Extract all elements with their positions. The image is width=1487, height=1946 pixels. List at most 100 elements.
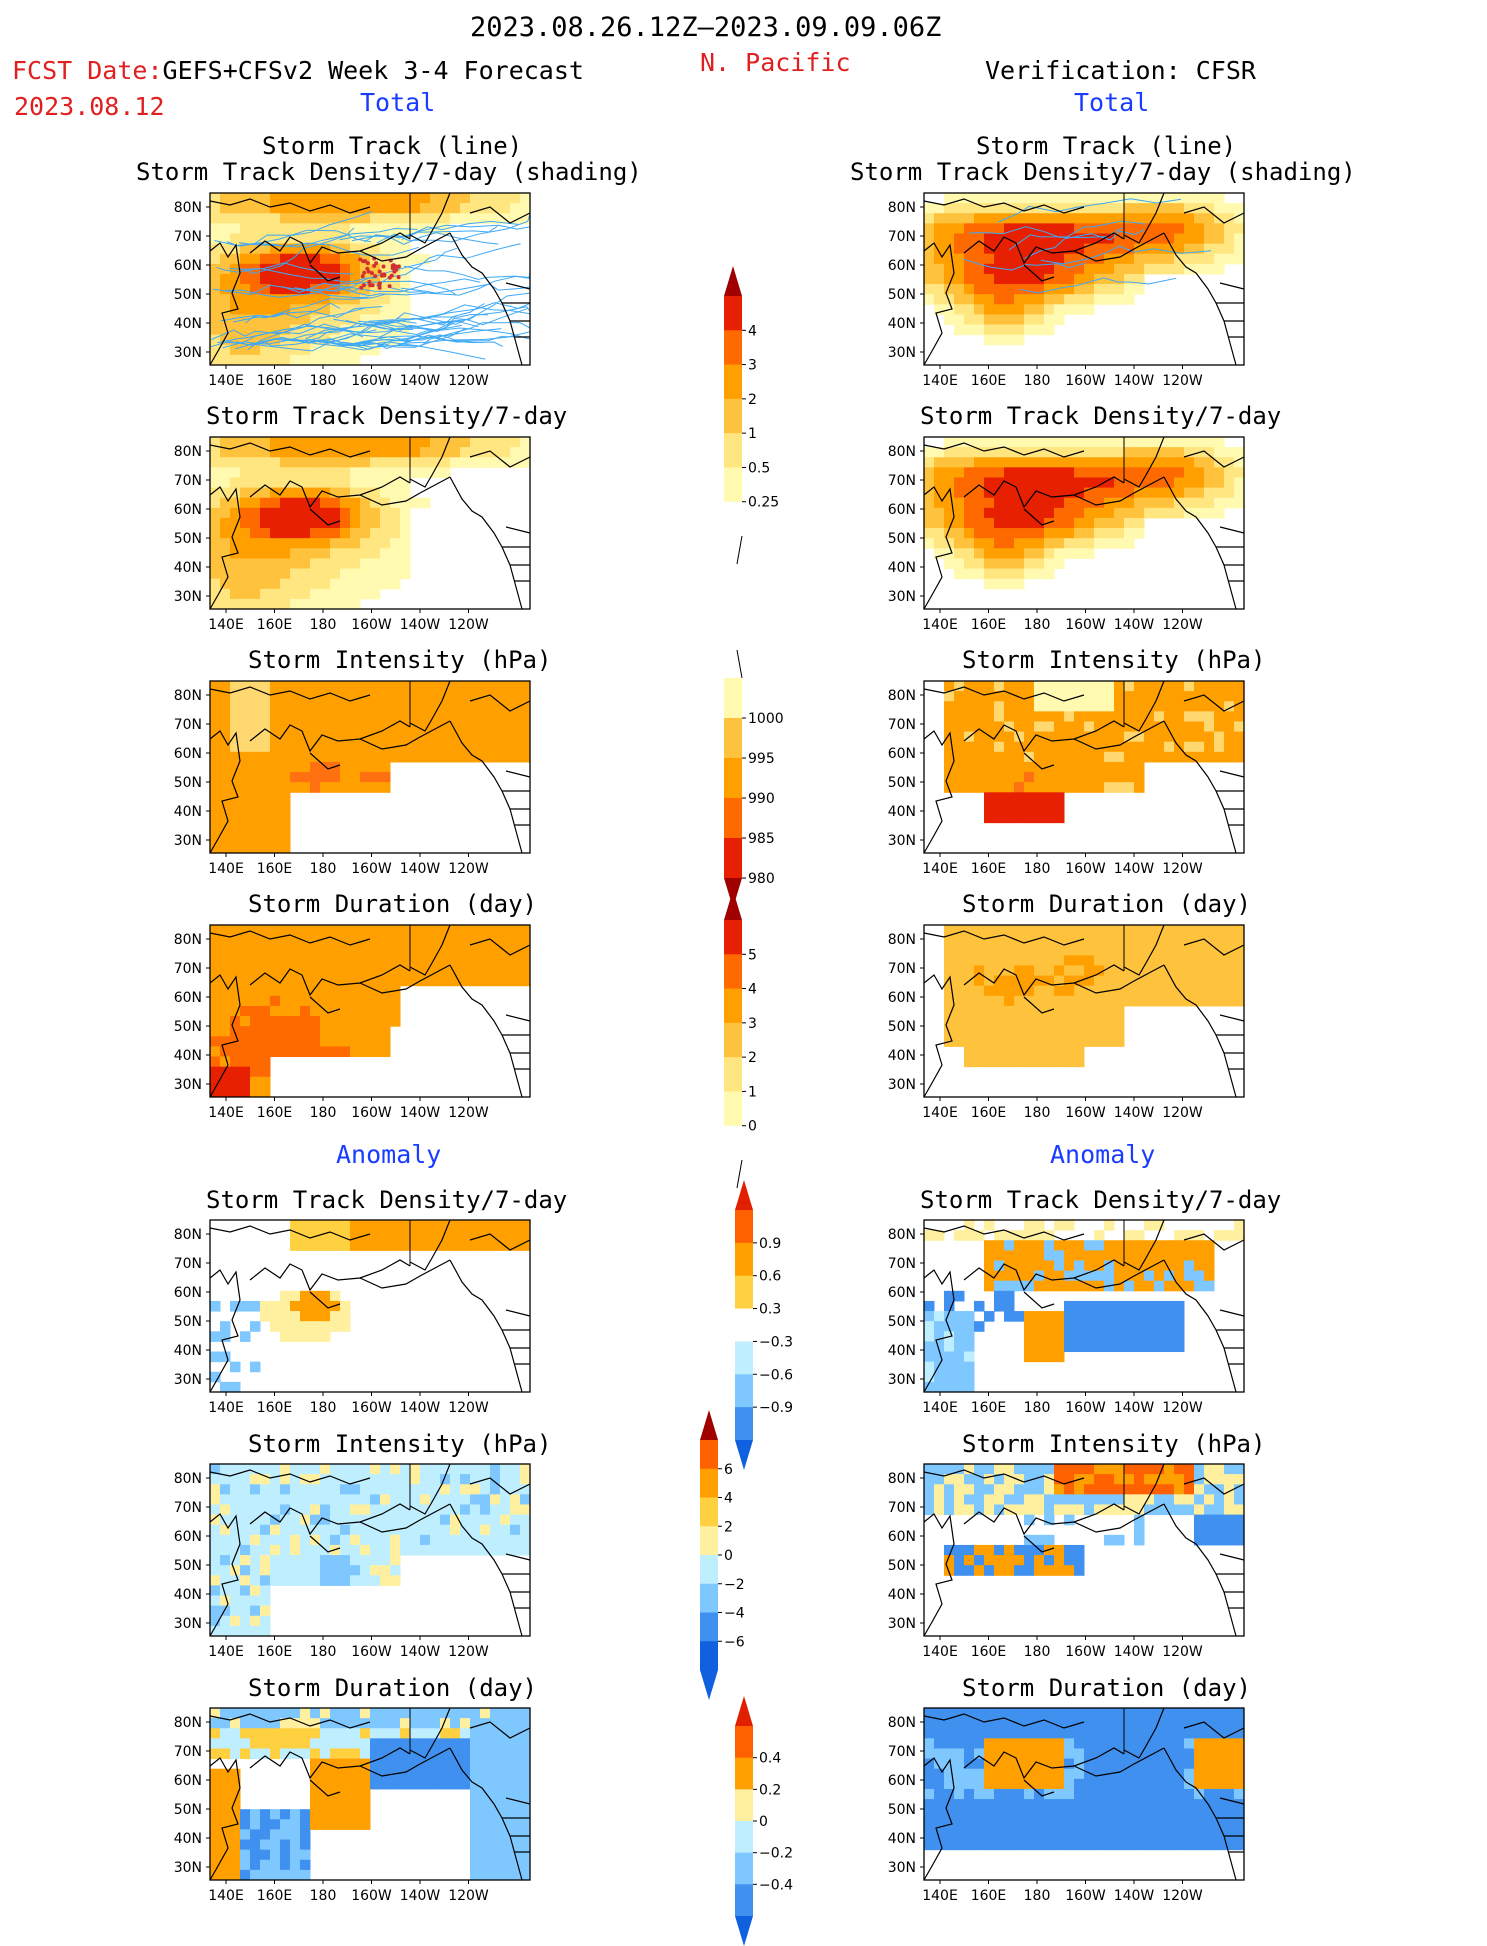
grid-cell	[1114, 467, 1125, 478]
grid-cell	[360, 1799, 371, 1810]
grid-cell	[1004, 274, 1015, 285]
grid-cell	[330, 925, 341, 936]
grid-cell	[1034, 1565, 1045, 1576]
grid-cell	[380, 1240, 391, 1251]
grid-cell	[1054, 477, 1065, 488]
grid-cell	[470, 1545, 481, 1556]
grid-cell	[1194, 945, 1205, 956]
grid-cell	[1004, 1769, 1015, 1780]
fcst-date-label: FCST Date:GEFS+CFSv2 Week 3-4 Forecast	[12, 58, 584, 83]
grid-cell	[1034, 1321, 1045, 1332]
grid-cell	[470, 701, 481, 712]
grid-cell	[320, 965, 331, 976]
grid-cell	[1014, 314, 1025, 325]
grid-cell	[984, 558, 995, 569]
grid-cell	[220, 1464, 231, 1475]
grid-cell	[510, 1474, 521, 1485]
grid-cell	[1094, 518, 1105, 529]
grid-cell	[280, 528, 291, 539]
grid-cell	[1234, 1738, 1245, 1749]
grid-cell	[1054, 528, 1065, 539]
grid-cell	[1094, 1240, 1105, 1251]
grid-cell	[270, 1006, 281, 1017]
grid-cell	[210, 935, 221, 946]
grid-cell	[1014, 1555, 1025, 1566]
grid-cell	[270, 792, 281, 803]
grid-cell	[370, 1240, 381, 1251]
grid-cell	[480, 1799, 491, 1810]
grid-cell	[1124, 254, 1135, 265]
grid-cell	[1084, 935, 1095, 946]
grid-cell	[250, 823, 261, 834]
grid-cell	[964, 701, 975, 712]
grid-cell	[480, 925, 491, 936]
grid-cell	[994, 782, 1005, 793]
grid-cell	[330, 1036, 341, 1047]
grid-cell	[964, 528, 975, 539]
grid-cell	[260, 1484, 271, 1495]
grid-cell	[280, 1301, 291, 1312]
grid-cell	[460, 976, 471, 987]
grid-cell	[490, 721, 501, 732]
grid-cell	[410, 1738, 421, 1749]
grid-cell	[1064, 1565, 1075, 1576]
grid-cell	[964, 1311, 975, 1322]
grid-cell	[974, 294, 985, 305]
grid-cell	[1014, 284, 1025, 295]
grid-cell	[330, 579, 341, 590]
grid-cell	[994, 772, 1005, 783]
grid-cell	[1064, 1331, 1075, 1342]
grid-cell	[1024, 1240, 1035, 1251]
grid-cell	[340, 1748, 351, 1759]
grid-cell	[380, 762, 391, 773]
grid-cell	[500, 1464, 511, 1475]
grid-cell	[340, 925, 351, 936]
grid-cell	[430, 1718, 441, 1729]
grid-cell	[250, 762, 261, 773]
grid-cell	[984, 569, 995, 580]
grid-cell	[994, 569, 1005, 580]
grid-cell	[984, 1769, 995, 1780]
grid-cell	[1214, 244, 1225, 255]
grid-cell	[240, 752, 251, 763]
grid-cell	[310, 579, 321, 590]
grid-cell	[1104, 1311, 1115, 1322]
grid-cell	[340, 1484, 351, 1495]
grid-cell	[220, 945, 231, 956]
grid-cell	[370, 1555, 381, 1566]
grid-cell	[974, 1779, 985, 1790]
grid-cell	[1234, 996, 1245, 1007]
grid-cell	[320, 1535, 331, 1546]
grid-cell	[1164, 1474, 1175, 1485]
grid-cell	[1054, 945, 1065, 956]
grid-cell	[1144, 264, 1155, 275]
grid-cell	[1214, 1779, 1225, 1790]
grid-cell	[934, 1504, 945, 1515]
grid-cell	[984, 213, 995, 224]
grid-cell	[1144, 1779, 1155, 1790]
grid-cell	[1024, 488, 1035, 499]
grid-cell	[350, 976, 361, 987]
grid-cell	[974, 976, 985, 987]
grid-cell	[410, 193, 421, 204]
grid-cell	[1074, 528, 1085, 539]
grid-cell	[240, 1738, 251, 1749]
grid-cell	[954, 294, 965, 305]
grid-cell	[300, 1474, 311, 1485]
grid-cell	[340, 772, 351, 783]
grid-cell	[500, 193, 511, 204]
grid-cell	[954, 325, 965, 336]
grid-cell	[340, 721, 351, 732]
grid-cell	[500, 1504, 511, 1515]
grid-cell	[260, 1728, 271, 1739]
grid-cell	[1174, 1474, 1185, 1485]
grid-cell	[260, 1870, 271, 1881]
grid-cell	[994, 314, 1005, 325]
grid-cell	[290, 1525, 301, 1536]
grid-cell	[1134, 1484, 1145, 1495]
lon-tick-label: 160E	[257, 861, 293, 877]
shading-grid	[924, 193, 1245, 345]
lat-tick-label: 70N	[888, 229, 916, 245]
grid-cell	[460, 711, 471, 722]
